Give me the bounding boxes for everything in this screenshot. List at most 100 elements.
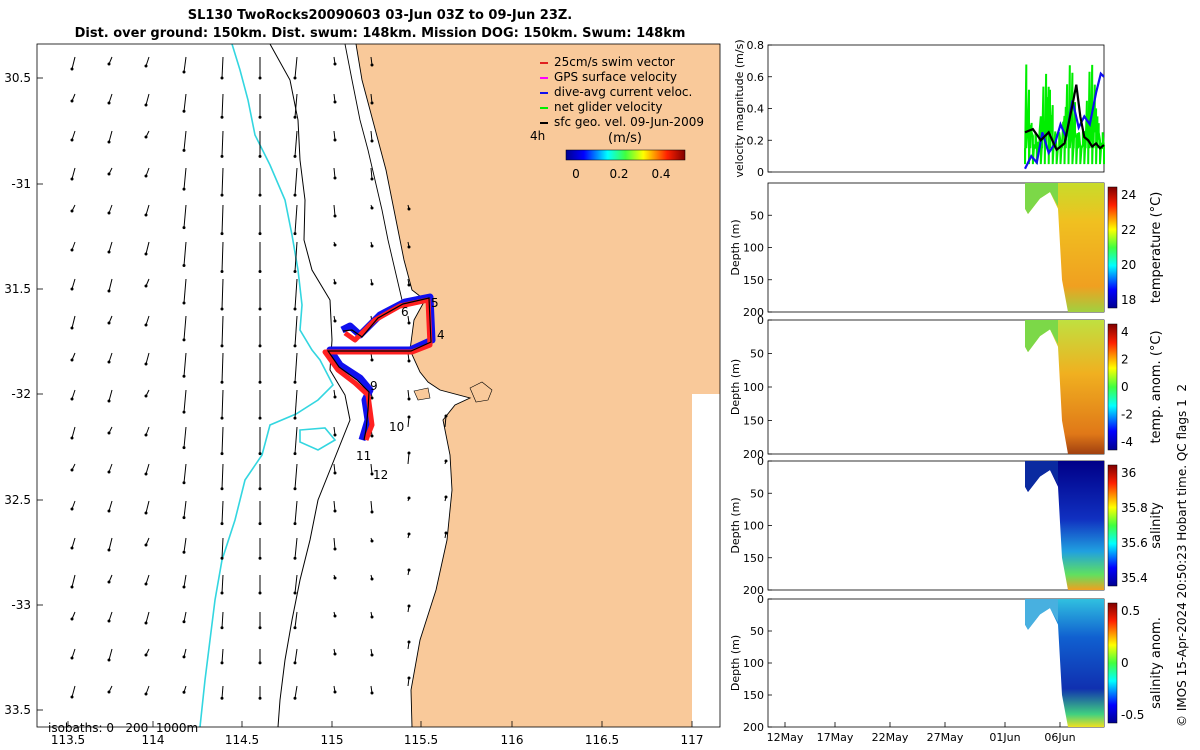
y-tick-label: 50 xyxy=(750,625,764,638)
current-vector xyxy=(144,611,150,625)
y-tick-label: 150 xyxy=(743,415,764,428)
y-tick-label: 100 xyxy=(743,381,764,394)
chart-title-line2: Dist. over ground: 150km. Dist. swum: 14… xyxy=(74,26,686,41)
current-vector xyxy=(220,611,224,630)
current-vector xyxy=(333,537,337,551)
current-vector xyxy=(182,648,187,659)
current-vector xyxy=(144,685,150,696)
current-vector xyxy=(258,205,262,236)
day-label: 11 xyxy=(356,449,371,463)
day-label: 5 xyxy=(431,296,439,310)
current-vector xyxy=(333,648,337,656)
current-vector xyxy=(258,612,262,630)
current-vector xyxy=(70,426,76,440)
current-vector xyxy=(293,56,298,80)
current-vector xyxy=(182,56,187,74)
day-label: 12 xyxy=(373,468,388,482)
current-vector xyxy=(70,537,76,550)
current-vector xyxy=(407,389,411,401)
current-vector xyxy=(333,611,337,618)
section-data xyxy=(1025,183,1104,312)
colorbar-tick-label: 24 xyxy=(1121,188,1136,202)
current-vector xyxy=(258,131,262,158)
isobaths-label: isobaths: 0 200 1000m xyxy=(48,721,198,735)
current-vector xyxy=(293,389,298,420)
current-vector xyxy=(220,463,224,491)
y-tick-label: 150 xyxy=(743,274,764,287)
current-vector xyxy=(70,93,76,103)
colorbar-tick-label: 18 xyxy=(1121,293,1136,307)
panel-colorbar xyxy=(1107,602,1118,724)
section-surface xyxy=(1025,461,1058,492)
current-vector xyxy=(293,685,298,700)
y-axis-label: velocity magnitude (m/s) xyxy=(733,39,746,177)
colorbar-tick-label: 0.2 xyxy=(609,167,628,181)
current-vector xyxy=(182,204,187,230)
colorbar-tick-label: 22 xyxy=(1121,223,1136,237)
current-vector xyxy=(144,648,150,657)
current-vector xyxy=(370,537,374,543)
current-vector xyxy=(293,204,298,236)
legend-label: GPS surface velocity xyxy=(554,70,677,84)
current-vector xyxy=(107,130,113,144)
current-vector xyxy=(258,464,262,491)
current-vector xyxy=(258,649,262,665)
y-tick-label: 0.2 xyxy=(747,134,765,147)
current-vector xyxy=(220,130,224,158)
current-vector xyxy=(407,532,411,539)
current-vector xyxy=(182,130,187,152)
y-tick-label: 150 xyxy=(743,552,764,565)
current-vector xyxy=(370,204,374,210)
time-tick-label: 12May xyxy=(767,731,804,744)
current-vector xyxy=(107,93,113,105)
colorbar-tick-label: -4 xyxy=(1121,435,1133,449)
current-vector xyxy=(407,204,411,211)
current-vector xyxy=(144,537,150,547)
y-tick-label: 0 xyxy=(757,314,764,327)
current-vector xyxy=(70,352,76,362)
current-vector xyxy=(293,611,298,630)
current-vector xyxy=(182,278,187,305)
current-vector xyxy=(144,167,150,178)
track-path xyxy=(326,297,432,441)
current-vector xyxy=(220,204,224,236)
current-vector xyxy=(107,426,113,435)
y-axis-label: Depth (m) xyxy=(729,497,742,553)
current-vector xyxy=(182,167,187,191)
current-vector xyxy=(70,315,76,330)
current-vector xyxy=(407,640,411,650)
current-vector xyxy=(258,316,262,348)
panel-frame xyxy=(767,460,1105,591)
current-vector xyxy=(370,611,374,619)
y-tick-label: 0.4 xyxy=(747,103,765,116)
section-data xyxy=(1025,599,1104,727)
current-vector xyxy=(258,501,262,526)
current-vector xyxy=(407,278,411,287)
y-tick-label: 0 xyxy=(757,166,764,179)
current-vector xyxy=(258,427,262,456)
section-data xyxy=(1025,320,1104,454)
current-vector xyxy=(144,315,150,327)
current-vector xyxy=(107,56,113,66)
y-tick-label: 33.5 xyxy=(4,703,31,717)
y-tick-label: 150 xyxy=(743,689,764,702)
current-vector xyxy=(333,241,337,247)
current-vector xyxy=(370,685,374,695)
panel-colorbar xyxy=(1107,323,1118,451)
current-vector xyxy=(333,315,337,323)
current-vector xyxy=(220,93,224,119)
current-vector xyxy=(258,242,262,274)
current-vector xyxy=(370,167,374,181)
current-vector xyxy=(107,352,113,364)
current-vector xyxy=(444,459,448,465)
current-vector xyxy=(107,278,113,293)
current-vector xyxy=(70,56,76,71)
current-vector xyxy=(333,500,337,513)
current-vector xyxy=(370,574,374,581)
current-vector xyxy=(107,315,113,325)
current-vector xyxy=(70,130,76,142)
section-data xyxy=(1025,461,1104,590)
current-vector xyxy=(220,278,224,311)
